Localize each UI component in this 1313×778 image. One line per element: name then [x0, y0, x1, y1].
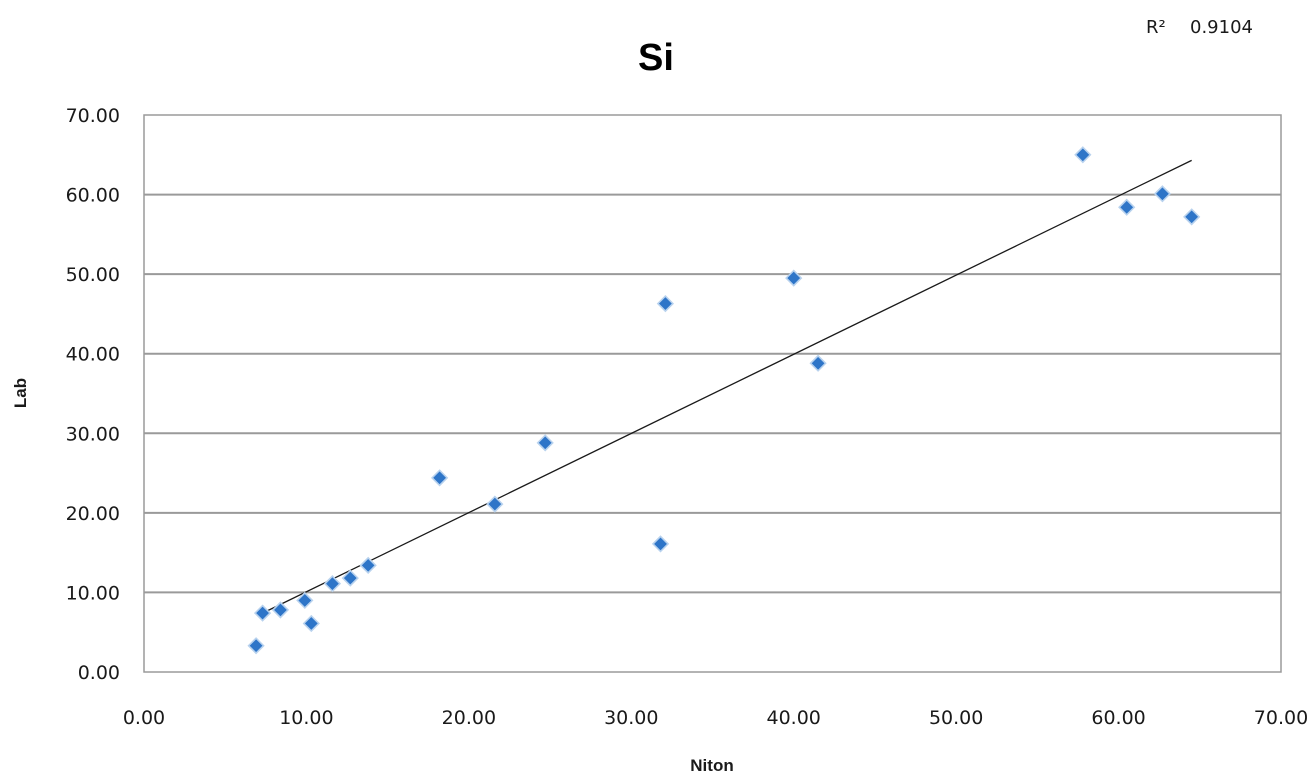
y-tick-label: 70.00 [66, 105, 120, 127]
data-point [302, 614, 320, 633]
y-tick-label: 0.00 [78, 662, 120, 684]
data-point [359, 556, 377, 575]
trendline [257, 159, 1192, 617]
r2-value: 0.9104 [1190, 17, 1253, 38]
x-tick-label: 20.00 [442, 707, 496, 729]
y-axis-title: Lab [11, 378, 30, 408]
x-tick-label: 70.00 [1254, 707, 1308, 729]
y-tick-label: 20.00 [66, 503, 120, 525]
x-tick-label: 10.00 [279, 707, 333, 729]
x-axis-title: Niton [690, 756, 733, 775]
data-point [486, 495, 504, 513]
trendline-group [257, 159, 1192, 617]
data-point [1183, 208, 1201, 226]
data-point [341, 569, 359, 587]
y-tick-label: 30.00 [66, 423, 120, 445]
gridlines [144, 193, 1281, 594]
x-tick-label: 50.00 [929, 707, 983, 729]
data-point [1074, 146, 1092, 164]
data-point [296, 591, 314, 610]
r2-annotation: R² 0.9104 [1146, 17, 1253, 38]
x-tick-label: 30.00 [604, 707, 658, 729]
x-tick-label: 60.00 [1091, 707, 1145, 729]
plot-frame [143, 114, 1282, 673]
data-points [247, 146, 1201, 655]
data-point [253, 604, 272, 622]
y-tick-label: 40.00 [66, 344, 120, 366]
data-point [247, 637, 265, 655]
data-point [536, 434, 554, 452]
data-point [271, 601, 290, 619]
y-tick-label: 60.00 [66, 185, 120, 207]
x-tick-labels: 0.00 10.00 20.00 30.00 40.00 50.00 60.00 70.00 [123, 707, 1308, 729]
chart-title: Si [638, 37, 674, 79]
y-tick-labels: 0.00 10.00 20.00 30.00 40.00 50.00 60.00 70.00 [66, 105, 120, 684]
data-point [656, 294, 675, 313]
plot-area-border [143, 114, 1282, 673]
x-tick-label: 40.00 [767, 707, 821, 729]
data-point [323, 575, 342, 593]
data-point [809, 354, 827, 372]
data-point [1153, 185, 1172, 203]
data-point [1118, 198, 1136, 216]
data-point [785, 269, 803, 287]
y-tick-label: 10.00 [66, 582, 120, 604]
data-point [651, 535, 670, 553]
y-tick-label: 50.00 [66, 264, 120, 286]
r2-label: R² [1146, 17, 1166, 38]
x-tick-label: 0.00 [123, 707, 165, 729]
data-point [430, 469, 449, 487]
